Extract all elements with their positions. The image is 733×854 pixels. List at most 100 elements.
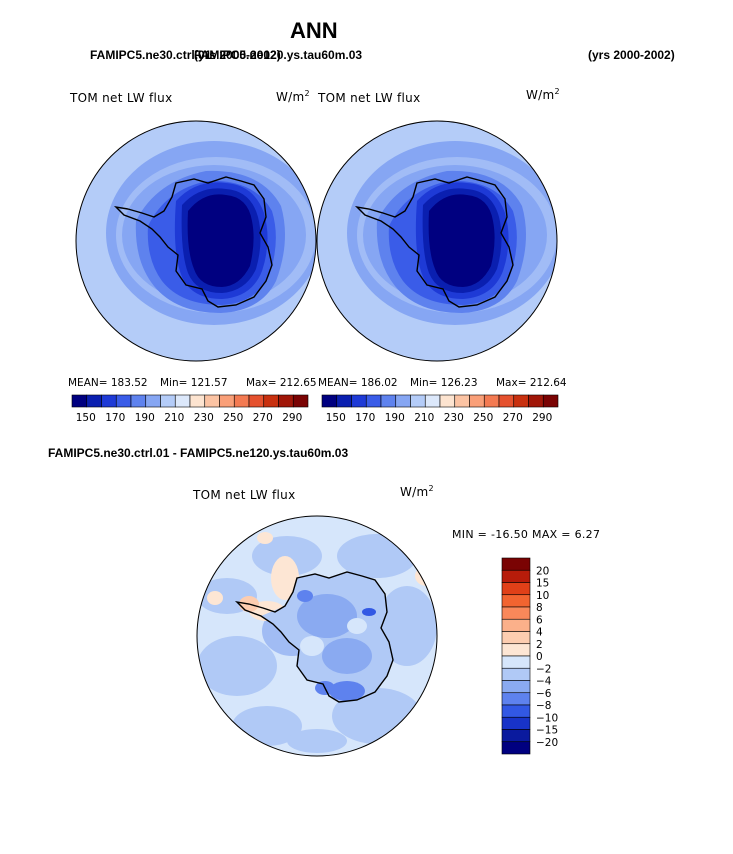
colorbar-tick-label: 170 [355, 412, 375, 424]
colorbar-tick-label: 150 [326, 412, 346, 424]
colorbar-swatch [501, 606, 531, 620]
panel2-mean: MEAN= 186.02 [318, 377, 398, 389]
colorbar-tick-label: −6 [536, 688, 552, 700]
colorbar-swatch [263, 394, 279, 408]
panel1-label: TOM net LW flux [70, 91, 173, 105]
colorbar-tick-label: 0 [536, 651, 543, 663]
colorbar-swatch [454, 394, 470, 408]
colorbar-swatch [204, 394, 220, 408]
case1-years: (yrs 2000-2002) [194, 48, 281, 62]
colorbar-tick-label: 170 [105, 412, 125, 424]
difference-units: W/m2 [400, 484, 434, 499]
colorbar-tick-label: −2 [536, 663, 551, 675]
colorbar-swatch [501, 741, 531, 755]
colorbar-swatch [501, 594, 531, 608]
colorbar-swatch [130, 394, 147, 408]
colorbar-swatch [233, 394, 250, 408]
colorbar-tick-label: 250 [473, 412, 493, 424]
colorbar-swatch [160, 394, 176, 408]
colorbar-swatch [501, 655, 531, 669]
colorbar-tick-label: 8 [536, 602, 543, 614]
colorbar-tick-label: 6 [536, 614, 543, 626]
panel1-units: W/m2 [276, 89, 310, 104]
colorbar-tick-label: −4 [536, 676, 552, 688]
colorbar-swatch [513, 394, 529, 408]
colorbar-tick-label: 290 [532, 412, 552, 424]
colorbar-swatch [501, 618, 531, 632]
difference-header: FAMIPC5.ne30.ctrl.01 - FAMIPC5.ne120.ys.… [48, 446, 349, 460]
colorbar-tick-label: 210 [164, 412, 184, 424]
colorbar-swatch [501, 569, 531, 583]
map-panel-1 [75, 120, 317, 362]
colorbar-swatch [501, 704, 531, 718]
colorbar-swatch [542, 394, 559, 408]
colorbar-swatch [501, 716, 531, 730]
panel2-label: TOM net LW flux [318, 91, 421, 105]
panel1-mean: MEAN= 183.52 [68, 377, 148, 389]
colorbar-tick-label: 230 [444, 412, 464, 424]
panel2-units: W/m2 [526, 87, 560, 102]
colorbar-tick-label: 15 [536, 578, 549, 590]
colorbar-swatch [424, 394, 441, 408]
panel1-min: Min= 121.57 [160, 377, 228, 389]
colorbar-swatch [321, 394, 338, 408]
colorbar-tick-label: −8 [536, 700, 551, 712]
colorbar-swatch [528, 394, 544, 408]
case2-years: (yrs 2000-2002) [588, 48, 675, 62]
colorbar-swatch [278, 394, 294, 408]
colorbar-swatch [351, 394, 367, 408]
colorbar-swatch [189, 394, 206, 408]
colorbar-swatch [101, 394, 117, 408]
colorbar-tick-label: −10 [536, 712, 558, 724]
colorbar-1: 150 170 190 210 230 250 270 290 [71, 394, 309, 424]
colorbar-tick-label: −20 [536, 737, 558, 749]
colorbar-swatch [410, 394, 426, 408]
colorbar-tick-label: 20 [536, 565, 549, 577]
colorbar-swatch [248, 394, 265, 408]
case2-name: FAMIPC5.ne120.ys.tau60m.03 [194, 48, 363, 62]
difference-minmax: MIN = -16.50 MAX = 6.27 [452, 528, 601, 541]
colorbar-tick-label: 210 [414, 412, 434, 424]
colorbar-swatch [336, 394, 352, 408]
colorbar-swatch [501, 631, 531, 645]
colorbar-swatch [501, 692, 531, 706]
colorbar-2: 150 170 190 210 230 250 270 290 [321, 394, 559, 424]
colorbar-swatch [439, 394, 456, 408]
colorbar-swatch [86, 394, 102, 408]
colorbar-swatch [469, 394, 485, 408]
colorbar-tick-label: −15 [536, 725, 558, 737]
map-difference [196, 515, 438, 757]
colorbar-swatch [498, 394, 515, 408]
case1-name: FAMIPC5.ne30.ctrl.01 [90, 48, 212, 62]
difference-label: TOM net LW flux [193, 488, 296, 502]
colorbar-tick-label: 2 [536, 639, 543, 651]
colorbar-swatch [145, 394, 161, 408]
colorbar-swatch [380, 394, 397, 408]
colorbar-swatch [501, 557, 531, 571]
colorbar-swatch [115, 394, 132, 408]
colorbar-tick-label: 190 [135, 412, 155, 424]
colorbar-swatch [483, 394, 500, 408]
colorbar-swatch [292, 394, 309, 408]
panel1-max: Max= 212.65 [246, 377, 317, 389]
colorbar-swatch [501, 729, 531, 743]
panel2-min: Min= 126.23 [410, 377, 478, 389]
colorbar-tick-label: 150 [76, 412, 96, 424]
panel2-max: Max= 212.64 [496, 377, 567, 389]
colorbar-swatch [174, 394, 191, 408]
colorbar-swatch [395, 394, 411, 408]
colorbar-swatch [501, 582, 531, 596]
colorbar-tick-label: 270 [253, 412, 273, 424]
colorbar-swatch [71, 394, 88, 408]
colorbar-swatch [365, 394, 382, 408]
colorbar-swatch [501, 667, 531, 681]
colorbar-tick-label: 190 [385, 412, 405, 424]
colorbar-tick-label: 10 [536, 590, 549, 602]
colorbar-swatch [219, 394, 235, 408]
colorbar-swatch [501, 643, 531, 657]
colorbar-tick-label: 4 [536, 627, 543, 639]
colorbar-tick-label: 270 [503, 412, 523, 424]
colorbar-tick-label: 230 [194, 412, 214, 424]
page-title: ANN [290, 18, 338, 43]
